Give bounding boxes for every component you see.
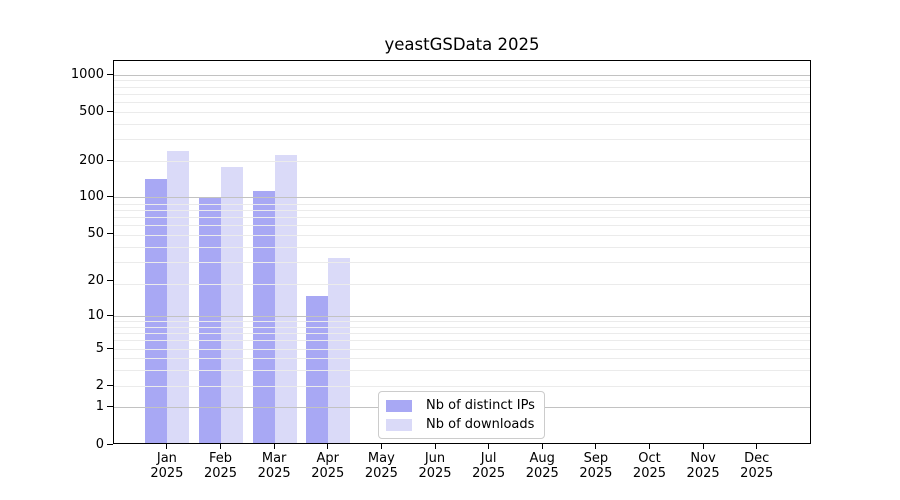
- x-tick-month: Jul: [480, 451, 497, 466]
- x-tick-month: Nov: [690, 451, 716, 466]
- x-tick-label-nov: Nov 2025: [676, 451, 730, 481]
- y-tick-label: 2: [95, 377, 104, 393]
- plot-area: [113, 60, 811, 444]
- x-tick-month: Aug: [529, 451, 555, 466]
- y-tick-mark: [107, 159, 113, 161]
- x-tick-label-jun: Jun 2025: [408, 451, 462, 481]
- x-tick-month: Oct: [638, 451, 661, 466]
- y-tick-label: 500: [79, 103, 104, 119]
- y-tick-mark: [107, 110, 113, 112]
- x-tick-year: 2025: [418, 465, 452, 481]
- y-tick-label: 50: [87, 225, 104, 241]
- x-tick-label-jul: Jul 2025: [462, 451, 516, 481]
- y-tick-mark: [107, 232, 113, 234]
- y-tick-label: 1: [95, 399, 104, 415]
- bar-ips-apr: [306, 295, 329, 443]
- legend-item-downloads: Nb of downloads: [386, 417, 537, 432]
- x-tick-label-feb: Feb 2025: [194, 451, 248, 481]
- x-tick-mark: [702, 444, 704, 449]
- bar-ips-feb: [199, 196, 222, 443]
- y-tick-label: 1000: [70, 66, 104, 82]
- y-tick-mark: [107, 73, 113, 75]
- x-tick-year: 2025: [257, 465, 291, 481]
- x-tick-mark: [327, 444, 329, 449]
- x-tick-label-mar: Mar 2025: [247, 451, 301, 481]
- x-tick-label-aug: Aug 2025: [515, 451, 569, 481]
- y-tick-label: 200: [79, 152, 104, 168]
- y-tick-label: 10: [87, 308, 104, 324]
- y-tick-mark: [107, 406, 113, 408]
- x-tick-mark: [488, 444, 490, 449]
- x-tick-month: Mar: [261, 451, 287, 466]
- x-tick-mark: [434, 444, 436, 449]
- x-tick-month: Jan: [156, 451, 177, 466]
- legend-label-downloads: Nb of downloads: [426, 417, 535, 432]
- x-tick-label-apr: Apr 2025: [301, 451, 355, 481]
- y-tick-label: 0: [95, 436, 104, 452]
- x-tick-mark: [380, 444, 382, 449]
- x-tick-year: 2025: [203, 465, 238, 481]
- x-tick-year: 2025: [579, 465, 613, 481]
- x-tick-year: 2025: [632, 465, 667, 481]
- x-tick-label-dec: Dec 2025: [730, 451, 784, 481]
- x-tick-mark: [756, 444, 758, 449]
- y-tick-mark: [107, 384, 113, 386]
- y-tick-label: 5: [95, 340, 104, 356]
- x-tick-label-oct: Oct 2025: [622, 451, 676, 481]
- bar-downloads-feb: [221, 167, 244, 443]
- x-tick-month: Jun: [424, 451, 446, 466]
- bar-ips-mar: [252, 190, 275, 443]
- x-tick-label-may: May 2025: [354, 451, 408, 481]
- chart-title: yeastGSData 2025: [384, 35, 540, 54]
- y-tick-mark: [107, 280, 113, 282]
- x-tick-year: 2025: [364, 465, 398, 481]
- x-tick-label-sep: Sep 2025: [569, 451, 623, 481]
- x-tick-year: 2025: [686, 465, 720, 481]
- legend-swatch-distinct-ips: [386, 399, 412, 412]
- bars-layer: [114, 61, 810, 443]
- y-tick-mark: [107, 196, 113, 198]
- legend: Nb of distinct IPs Nb of downloads: [378, 391, 545, 439]
- x-tick-mark: [595, 444, 597, 449]
- x-tick-year: 2025: [311, 465, 345, 481]
- x-tick-mark: [166, 444, 168, 449]
- x-tick-year: 2025: [472, 465, 506, 481]
- bar-downloads-mar: [274, 154, 297, 443]
- y-tick-label: 100: [79, 189, 104, 205]
- y-tick-mark: [107, 347, 113, 349]
- x-tick-mark: [273, 444, 275, 449]
- legend-swatch-downloads: [386, 418, 412, 431]
- x-tick-mark: [648, 444, 650, 449]
- legend-item-distinct-ips: Nb of distinct IPs: [386, 398, 537, 413]
- x-tick-mark: [220, 444, 222, 449]
- x-tick-month: Sep: [583, 451, 609, 466]
- x-tick-year: 2025: [150, 465, 184, 481]
- x-tick-month: Dec: [744, 451, 770, 466]
- bar-downloads-jan: [167, 151, 190, 443]
- y-tick-label: 20: [87, 273, 104, 289]
- y-tick-mark: [107, 443, 113, 445]
- x-tick-month: Apr: [316, 451, 340, 466]
- x-tick-month: Feb: [209, 451, 233, 466]
- x-tick-year: 2025: [740, 465, 774, 481]
- legend-label-distinct-ips: Nb of distinct IPs: [426, 398, 535, 413]
- bar-downloads-apr: [328, 258, 351, 443]
- x-tick-month: May: [367, 451, 395, 466]
- x-tick-year: 2025: [525, 465, 559, 481]
- x-tick-label-jan: Jan 2025: [140, 451, 194, 481]
- bar-ips-jan: [145, 179, 168, 443]
- y-tick-mark: [107, 315, 113, 317]
- x-tick-mark: [541, 444, 543, 449]
